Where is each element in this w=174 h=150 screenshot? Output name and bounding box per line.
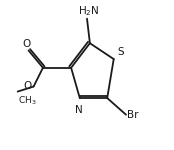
Text: O: O — [22, 39, 30, 49]
Text: S: S — [117, 47, 124, 57]
Text: N: N — [75, 105, 83, 115]
Text: CH$_3$: CH$_3$ — [18, 94, 37, 107]
Text: O: O — [23, 81, 31, 91]
Text: H$_2$N: H$_2$N — [78, 4, 99, 18]
Text: Br: Br — [127, 110, 139, 120]
